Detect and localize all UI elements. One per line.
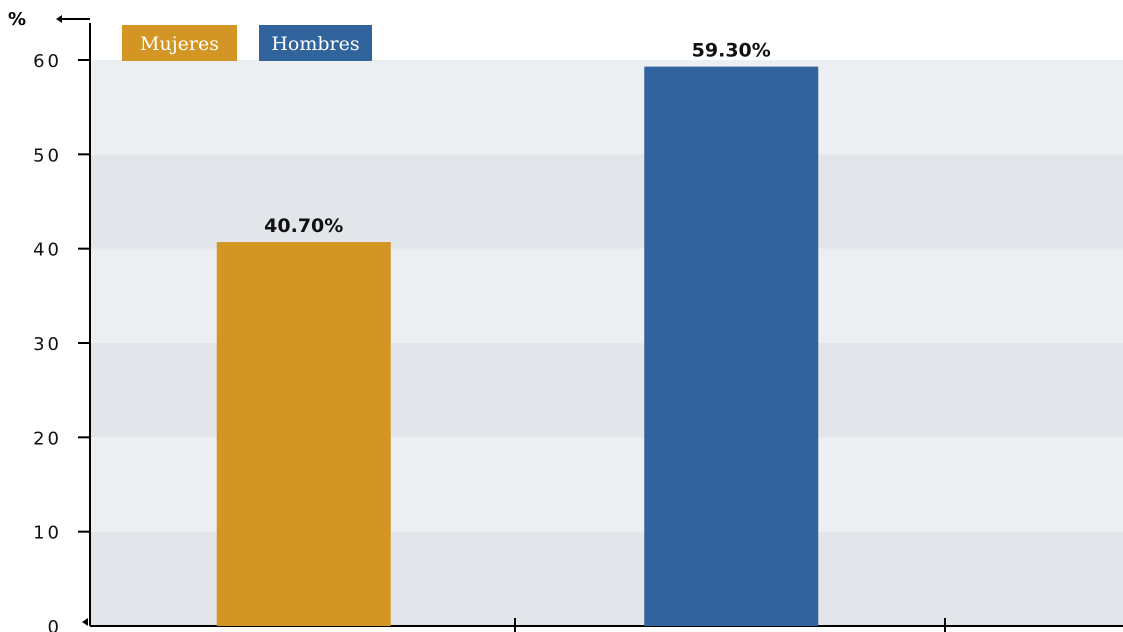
y-tick-label: 40 <box>33 240 62 261</box>
y-axis-top-arrow <box>56 15 62 23</box>
y-tick-label: 30 <box>33 334 62 355</box>
bar-mujeres <box>216 242 391 626</box>
legend-swatch-mujeres <box>122 25 237 61</box>
grid-bands <box>91 60 1123 626</box>
y-tick-label: 20 <box>33 428 62 449</box>
x-axis-origin-arrow <box>82 618 88 626</box>
y-tick-label: 10 <box>33 523 62 544</box>
legend-label: Hombres <box>271 33 359 55</box>
y-tick-labels: 0 10 20 30 40 50 60 <box>33 51 90 632</box>
bars <box>216 66 819 626</box>
bar-hombres <box>644 66 819 626</box>
legend-label: Mujeres <box>140 33 219 55</box>
y-tick-label: 50 <box>33 145 62 166</box>
data-label: 40.70% <box>264 215 343 237</box>
grid-band <box>91 154 1123 249</box>
y-unit-label: % <box>8 9 26 30</box>
data-label: 59.30% <box>692 40 771 62</box>
grid-band <box>91 60 1123 155</box>
y-tick-label: 0 <box>48 617 62 632</box>
data-labels: 40.70% 59.30% <box>264 40 771 237</box>
legend-swatch-hombres <box>259 25 372 61</box>
legend: Mujeres Hombres <box>122 25 372 61</box>
y-tick-label: 60 <box>33 51 62 72</box>
